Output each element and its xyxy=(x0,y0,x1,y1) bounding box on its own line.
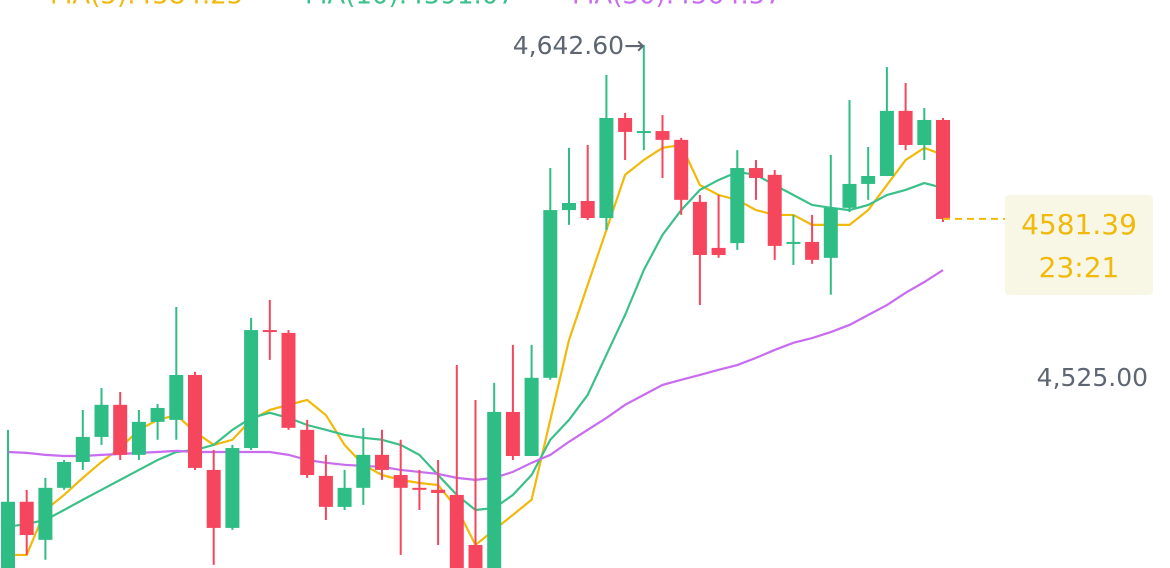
candle-body xyxy=(674,139,689,200)
candle-body xyxy=(917,119,932,145)
price-label-box xyxy=(1005,195,1153,295)
candle-body xyxy=(169,374,184,420)
candle-body xyxy=(300,429,315,476)
candle-body xyxy=(655,131,670,140)
candle-body xyxy=(879,110,894,176)
countdown: 23:21 xyxy=(1039,251,1120,284)
candle-body xyxy=(225,448,240,528)
y-tick-label: 4,525.00 xyxy=(1037,363,1148,392)
candle-body xyxy=(131,421,146,455)
candle-body xyxy=(57,461,72,488)
candle-body xyxy=(188,374,202,468)
candle-body xyxy=(861,175,876,184)
candle-body xyxy=(468,544,483,568)
legend-entry: MA(10):4591.07 xyxy=(305,0,515,11)
candle-body xyxy=(375,454,389,470)
candle-body xyxy=(113,404,128,455)
candle-body xyxy=(487,411,502,568)
candle-body xyxy=(318,475,333,507)
candle-body xyxy=(94,404,109,437)
candle-body xyxy=(599,117,614,219)
candle-body xyxy=(244,330,259,449)
candle-body xyxy=(412,487,427,490)
candle-body xyxy=(580,200,595,219)
candle-body xyxy=(150,407,165,422)
candle-body xyxy=(543,210,558,378)
candle-body xyxy=(393,475,408,488)
candle-body xyxy=(767,174,782,246)
legend-entry: MA(5):4584.25 xyxy=(50,0,243,11)
candle-body xyxy=(75,436,90,462)
candle-body xyxy=(206,469,221,528)
candle-body xyxy=(636,131,651,134)
candle-body xyxy=(749,168,763,178)
candle-body xyxy=(38,487,53,540)
candle-body xyxy=(281,332,296,428)
high-annotation: 4,642.60→ xyxy=(513,31,645,60)
candle-body xyxy=(842,183,857,208)
candle-body xyxy=(823,207,838,258)
candle-body xyxy=(262,330,277,333)
candle-body xyxy=(805,241,820,260)
candle-body xyxy=(449,494,464,568)
candle-body xyxy=(524,377,539,456)
candle-body xyxy=(505,411,520,456)
candle-body xyxy=(618,117,633,132)
candle-body xyxy=(898,110,913,145)
candle-body xyxy=(431,489,446,493)
candle-body xyxy=(786,241,801,244)
candle-body xyxy=(562,202,576,211)
candle-body xyxy=(711,247,726,256)
candle-body xyxy=(1,501,15,568)
candle-body xyxy=(337,487,352,507)
candle-body xyxy=(936,119,950,219)
legend-entry: MA(30):4564.57 xyxy=(572,0,782,11)
candle-body xyxy=(692,201,707,256)
candle-body xyxy=(356,454,371,488)
candle-body xyxy=(730,168,745,244)
last-price: 4581.39 xyxy=(1021,208,1137,241)
candle-body xyxy=(19,501,34,536)
